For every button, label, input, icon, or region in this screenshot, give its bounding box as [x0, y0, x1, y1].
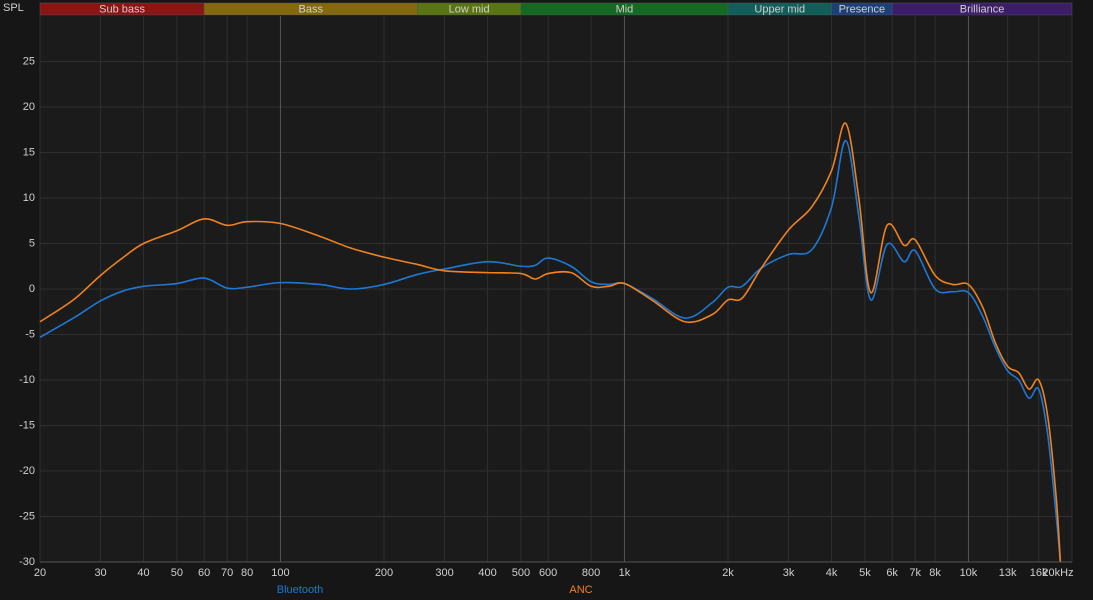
series-line [39, 122, 1062, 563]
x-tick-label: 3k [783, 567, 795, 579]
y-tick-label: 0 [29, 283, 35, 295]
x-tick-label: 2k [722, 567, 734, 579]
x-tick-label: 1k [619, 567, 631, 579]
y-tick-label: 10 [23, 192, 35, 204]
band-label: Presence [839, 3, 885, 15]
x-tick-label: 5k [859, 567, 871, 579]
x-tick-label: 7k [909, 567, 921, 579]
x-tick-label: 200 [375, 567, 393, 579]
x-tick-label: 80 [241, 567, 253, 579]
y-tick-label: -5 [25, 328, 35, 340]
band-label: Low mid [449, 3, 490, 15]
x-tick-label: 400 [478, 567, 496, 579]
x-tick-label: 6k [886, 567, 898, 579]
x-tick-label: 100 [271, 567, 289, 579]
band-label: Upper mid [754, 3, 805, 15]
series-line [39, 139, 1062, 563]
y-tick-label: 15 [23, 146, 35, 158]
y-axis-label: SPL [3, 2, 24, 14]
y-tick-label: -15 [19, 419, 35, 431]
y-tick-label: 25 [23, 55, 35, 67]
y-tick-label: -25 [19, 510, 35, 522]
band [891, 2, 1073, 16]
y-tick-label: -10 [19, 374, 35, 386]
band-label: Mid [616, 3, 634, 15]
x-tick-label: 20 [34, 567, 46, 579]
x-tick-label: 800 [582, 567, 600, 579]
x-tick-label: 30 [94, 567, 106, 579]
legend-entry: ANC [569, 584, 592, 596]
x-tick-label: 10k [960, 567, 978, 579]
y-tick-label: 20 [23, 101, 35, 113]
x-tick-label: 20kHz [1042, 567, 1073, 579]
y-tick-label: -30 [19, 556, 35, 568]
x-tick-label: 70 [221, 567, 233, 579]
band-label: Brilliance [960, 3, 1005, 15]
band-label: Bass [298, 3, 323, 15]
x-tick-label: 13k [999, 567, 1017, 579]
x-tick-label: 8k [929, 567, 941, 579]
y-tick-label: 5 [29, 237, 35, 249]
x-tick-label: 500 [512, 567, 530, 579]
x-tick-label: 600 [539, 567, 557, 579]
x-tick-label: 4k [826, 567, 838, 579]
x-tick-label: 300 [435, 567, 453, 579]
x-tick-label: 40 [137, 567, 149, 579]
band-label: Sub bass [99, 3, 145, 15]
x-tick-label: 16k [1030, 567, 1048, 579]
x-tick-label: 60 [198, 567, 210, 579]
y-tick-label: -20 [19, 465, 35, 477]
legend-entry: Bluetooth [277, 584, 323, 596]
x-tick-label: 50 [171, 567, 183, 579]
